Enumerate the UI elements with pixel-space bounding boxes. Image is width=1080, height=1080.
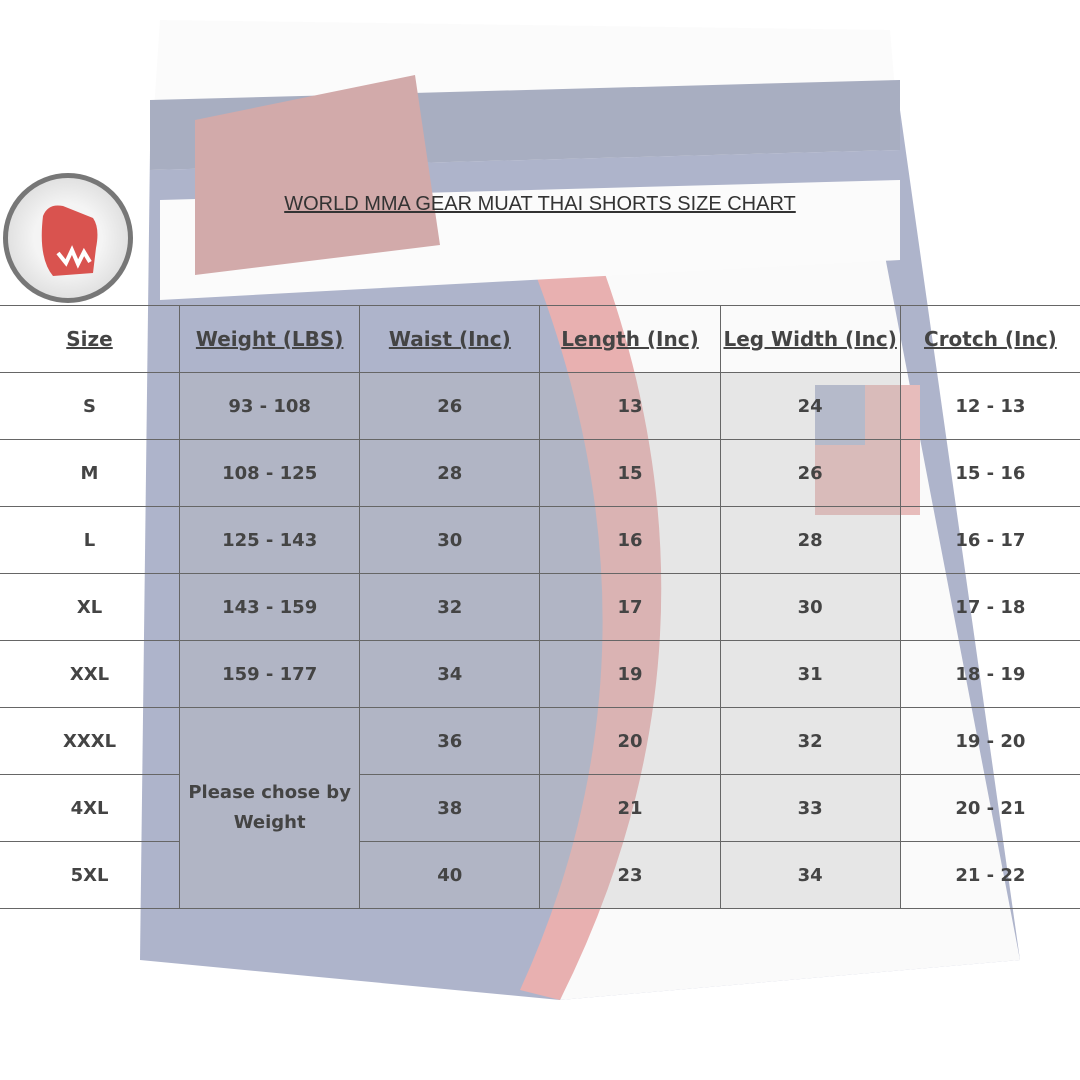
cell-crotch: 20 - 21 <box>899 774 1080 842</box>
cell-crotch: 21 - 22 <box>899 841 1080 909</box>
cell-weight: 108 - 125 <box>179 439 361 507</box>
cell-leg-width: 30 <box>719 573 901 641</box>
cell-weight: 125 - 143 <box>179 506 361 574</box>
header-size: Size <box>0 305 181 373</box>
header-crotch: Crotch (Inc) <box>899 305 1080 373</box>
table-row: XXXL Please chose by Weight 36 20 32 19 - 20 <box>0 707 1080 909</box>
cell-length: 17 <box>539 573 721 641</box>
brand-logo-fist <box>3 173 133 303</box>
table-row: XXL 159 - 177 34 19 31 18 - 19 <box>0 640 1080 708</box>
cell-leg-width: 31 <box>719 640 901 708</box>
table-row: M 108 - 125 28 15 26 15 - 16 <box>0 439 1080 507</box>
cell-size: 5XL <box>0 841 181 909</box>
cell-waist: 40 <box>359 841 541 909</box>
cell-crotch: 18 - 19 <box>899 640 1080 708</box>
cell-length: 15 <box>539 439 721 507</box>
cell-crotch: 19 - 20 <box>899 707 1080 775</box>
cell-size: L <box>0 506 181 574</box>
cell-leg-width: 34 <box>719 841 901 909</box>
table-row: XL 143 - 159 32 17 30 17 - 18 <box>0 573 1080 641</box>
cell-leg-width: 24 <box>719 372 901 440</box>
cell-waist: 30 <box>359 506 541 574</box>
cell-leg-width: 26 <box>719 439 901 507</box>
table-header-row: Size Weight (LBS) Waist (Inc) Length (In… <box>0 305 1080 373</box>
cell-leg-width: 32 <box>719 707 901 775</box>
cell-size: XXXL <box>0 707 181 775</box>
table-row: 5XL 40 23 34 21 - 22 <box>0 841 1080 909</box>
cell-size: 4XL <box>0 774 181 842</box>
header-weight: Weight (LBS) <box>179 305 361 373</box>
cell-weight: 143 - 159 <box>179 573 361 641</box>
cell-waist: 34 <box>359 640 541 708</box>
header-length: Length (Inc) <box>539 305 721 373</box>
cell-crotch: 16 - 17 <box>899 506 1080 574</box>
cell-length: 16 <box>539 506 721 574</box>
page-title: WORLD MMA GEAR MUAT THAI SHORTS SIZE CHA… <box>284 193 796 215</box>
cell-size: M <box>0 439 181 507</box>
cell-crotch: 15 - 16 <box>899 439 1080 507</box>
cell-weight: 93 - 108 <box>179 372 361 440</box>
cell-length: 19 <box>539 640 721 708</box>
cell-length: 21 <box>539 774 721 842</box>
cell-length: 23 <box>539 841 721 909</box>
table-row: L 125 - 143 30 16 28 16 - 17 <box>0 506 1080 574</box>
cell-waist: 28 <box>359 439 541 507</box>
cell-waist: 38 <box>359 774 541 842</box>
cell-weight-note: Please chose by Weight <box>179 707 361 909</box>
cell-size: XXL <box>0 640 181 708</box>
cell-length: 13 <box>539 372 721 440</box>
cell-size: S <box>0 372 181 440</box>
size-chart-table: Size Weight (LBS) Waist (Inc) Length (In… <box>0 305 1080 909</box>
cell-leg-width: 28 <box>719 506 901 574</box>
table-row: 4XL 38 21 33 20 - 21 <box>0 774 1080 842</box>
cell-waist: 36 <box>359 707 541 775</box>
header-leg-width: Leg Width (Inc) <box>719 305 901 373</box>
cell-crotch: 17 - 18 <box>899 573 1080 641</box>
fist-icon <box>41 205 98 276</box>
cell-weight: 159 - 177 <box>179 640 361 708</box>
table-row: S 93 - 108 26 13 24 12 - 13 <box>0 372 1080 440</box>
cell-crotch: 12 - 13 <box>899 372 1080 440</box>
header-waist: Waist (Inc) <box>359 305 541 373</box>
cell-length: 20 <box>539 707 721 775</box>
cell-waist: 32 <box>359 573 541 641</box>
cell-waist: 26 <box>359 372 541 440</box>
cell-leg-width: 33 <box>719 774 901 842</box>
cell-size: XL <box>0 573 181 641</box>
